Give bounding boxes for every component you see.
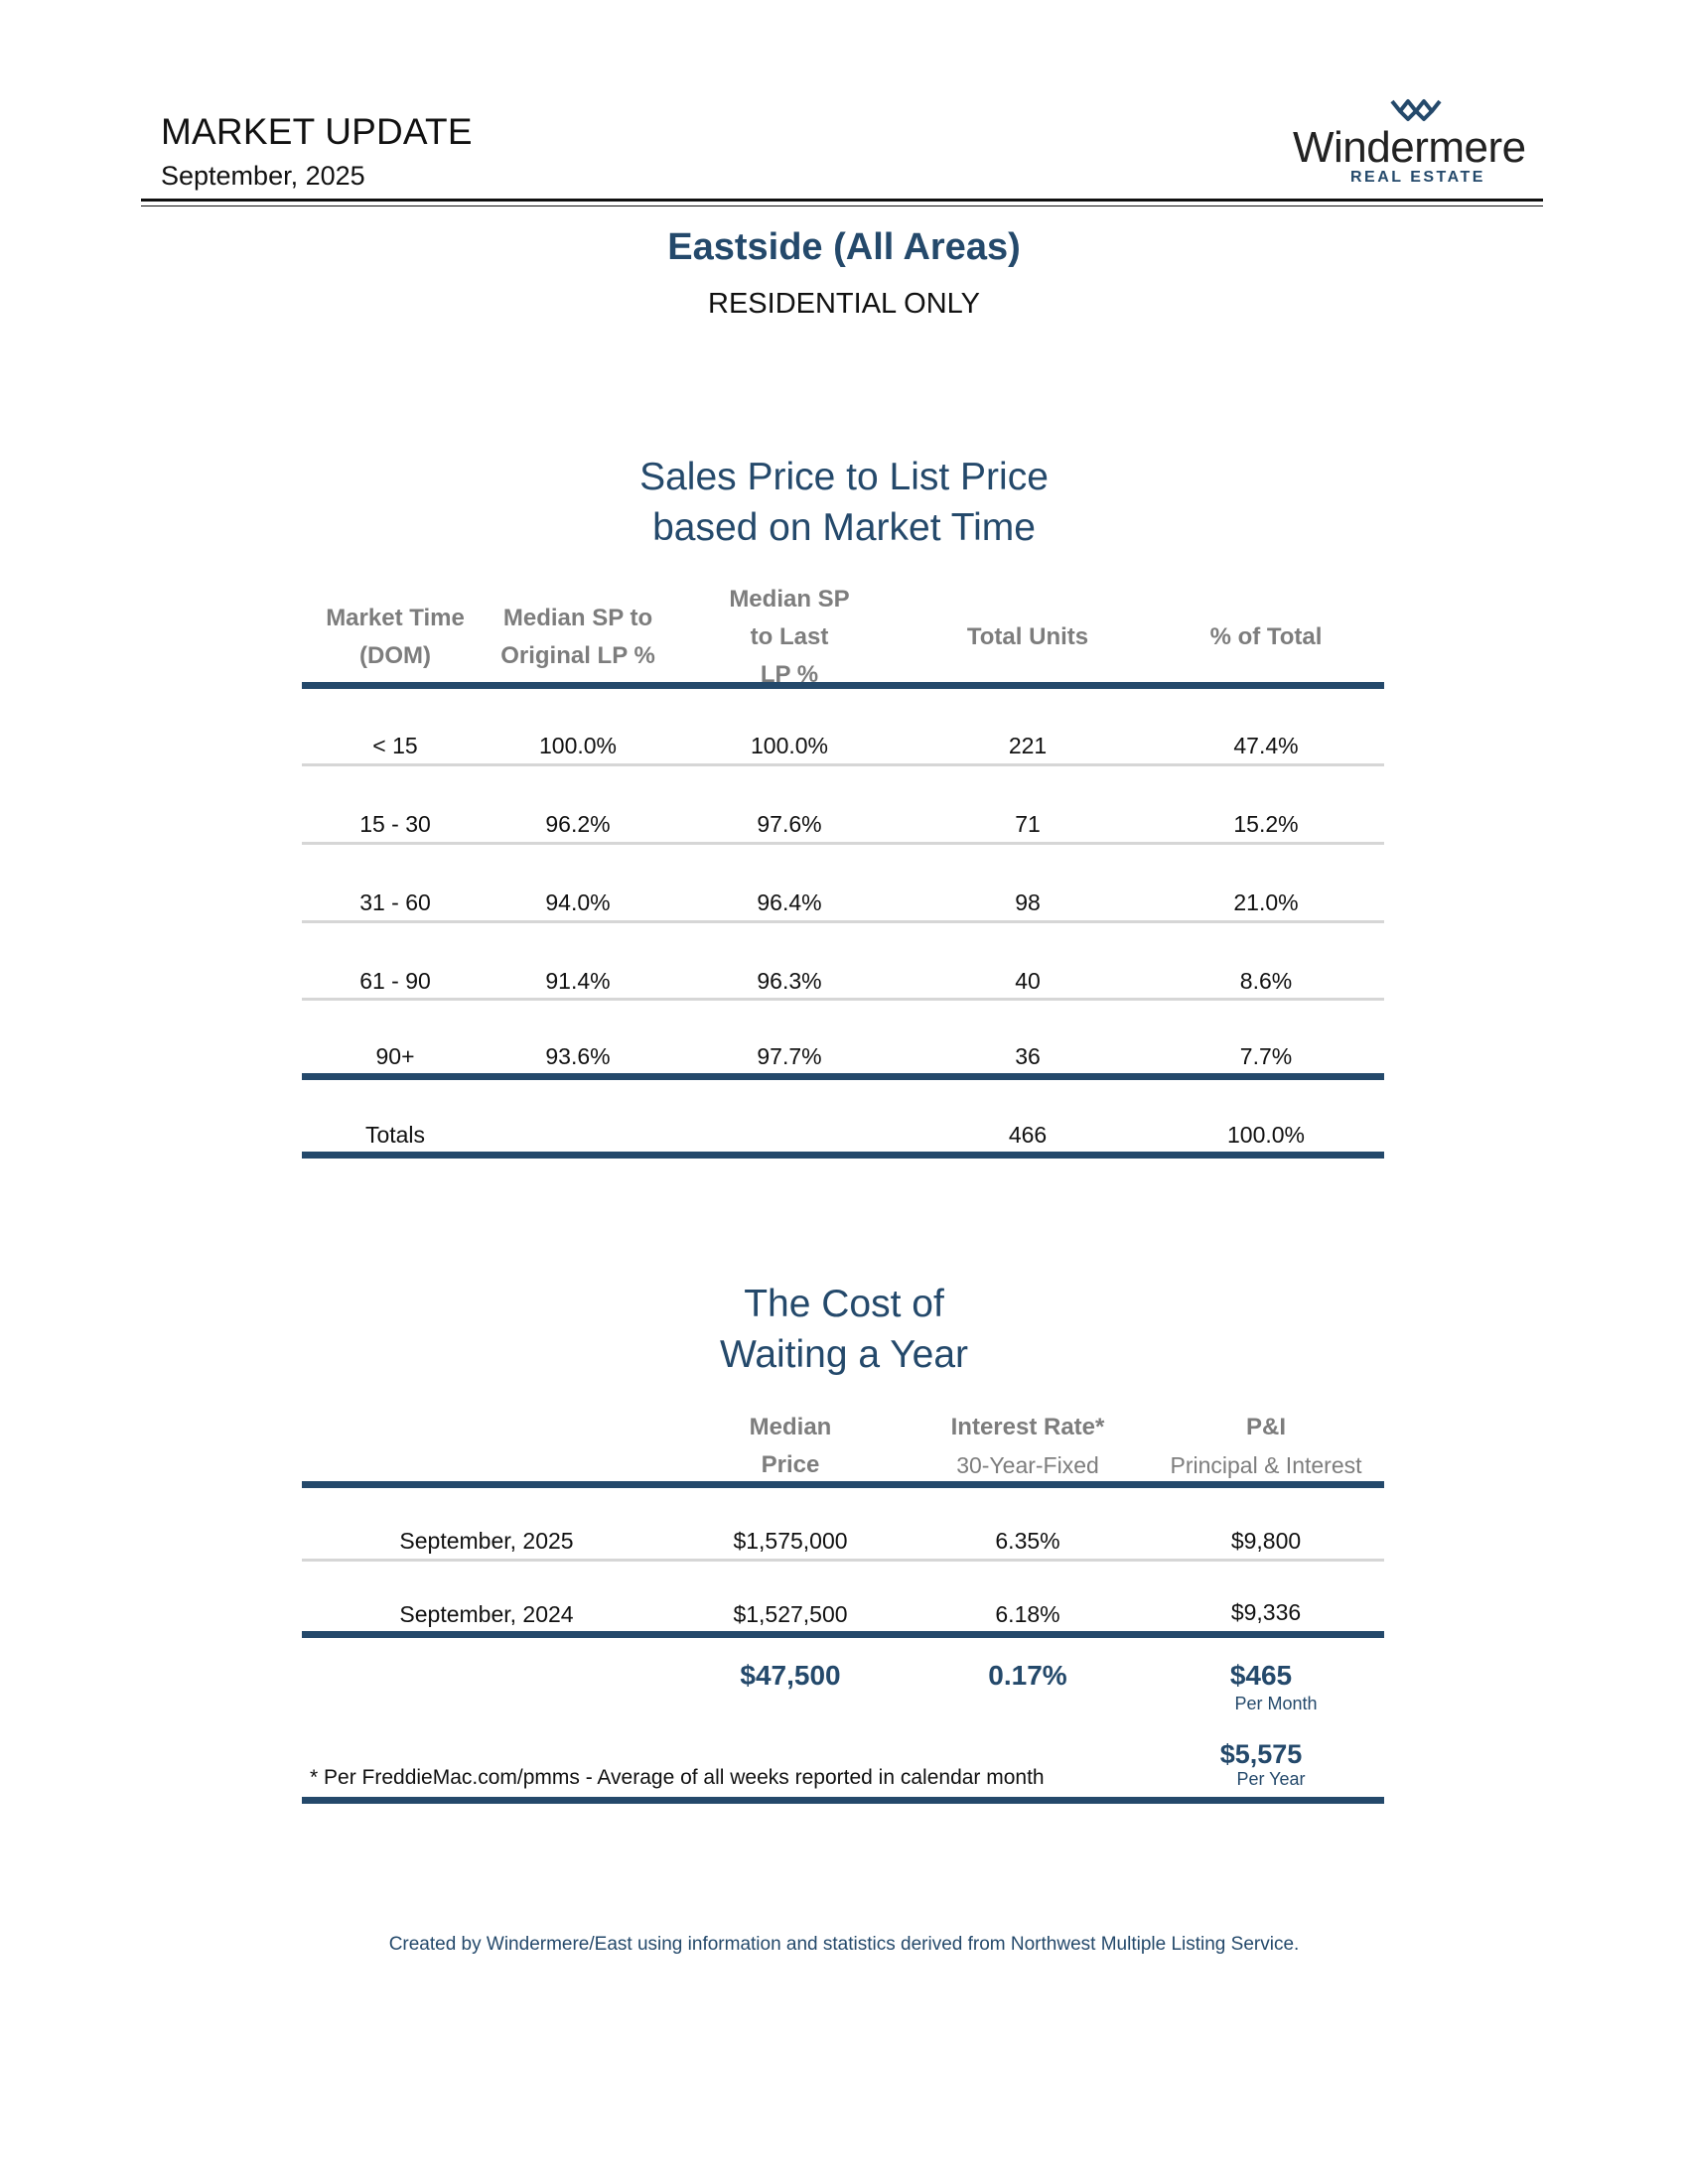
- header-sp-original-line2: Original LP %: [500, 642, 655, 669]
- per-year-label: Per Year: [1236, 1769, 1306, 1789]
- header-sp-last: Median SP to Last LP %: [697, 581, 882, 694]
- totals-divider-bar: [302, 1073, 1384, 1080]
- totals-label: Totals: [364, 1122, 426, 1148]
- row-divider: [302, 920, 1384, 923]
- cost-table-header-bar: [302, 1481, 1384, 1488]
- row-divider: [302, 1559, 1384, 1562]
- cell-pct: 7.7%: [1239, 1043, 1293, 1069]
- logo-subtitle: REAL ESTATE: [1350, 169, 1485, 186]
- row-divider: [302, 998, 1384, 1001]
- cell-units: 71: [1015, 811, 1041, 837]
- cost-table-title-line1: The Cost of: [744, 1283, 944, 1325]
- header-sp-original: Median SP to Original LP %: [489, 600, 667, 675]
- cell-sp-original: 94.0%: [545, 889, 611, 915]
- cell-period: September, 2024: [399, 1601, 574, 1627]
- header-sp-last-line2: to Last: [750, 623, 829, 650]
- cell-sp-last: 100.0%: [750, 733, 828, 758]
- header-median-price-line1: Median: [749, 1414, 832, 1440]
- cell-sp-original: 100.0%: [538, 733, 617, 758]
- cell-sp-original: 91.4%: [545, 968, 611, 994]
- credit-line: Created by Windermere/East using informa…: [388, 1934, 1300, 1955]
- header-sp-original-line1: Median SP to: [502, 605, 653, 631]
- difference-divider-bar: [302, 1631, 1384, 1638]
- header-median-price-line2: Price: [761, 1451, 820, 1478]
- sp-table-title-line1: Sales Price to List Price: [639, 456, 1049, 498]
- cell-pct: 15.2%: [1233, 811, 1299, 837]
- cell-units: 221: [1008, 733, 1048, 758]
- cell-pi: $9,336: [1230, 1599, 1302, 1625]
- header-interest-rate: Interest Rate* 30-Year-Fixed: [928, 1409, 1127, 1484]
- logo-wordmark: Windermere: [1293, 123, 1526, 172]
- area-title: Eastside (All Areas): [667, 226, 1021, 268]
- cell-units: 40: [1015, 968, 1041, 994]
- header-sp-last-line1: Median SP: [729, 586, 850, 613]
- report-date: September, 2025: [161, 161, 365, 191]
- cost-table-title: The Cost of Waiting a Year: [0, 1279, 1688, 1380]
- header-market-time-line1: Market Time: [326, 605, 465, 631]
- cell-units: 36: [1015, 1043, 1041, 1069]
- cell-pi: $9,800: [1230, 1528, 1302, 1554]
- windermere-logo-icon: [1390, 99, 1442, 121]
- header-market-time: Market Time (DOM): [302, 600, 489, 675]
- cell-sp-last: 96.4%: [757, 889, 822, 915]
- cell-units: 98: [1015, 889, 1041, 915]
- diff-pi-year: $5,575: [1219, 1739, 1303, 1769]
- cell-rate: 6.18%: [995, 1601, 1060, 1627]
- totals-units: 466: [1008, 1122, 1048, 1148]
- header-total-units: Total Units: [966, 623, 1089, 650]
- cost-table-title-line2: Waiting a Year: [719, 1333, 969, 1376]
- sp-table-header-bar: [302, 682, 1384, 689]
- header-pi-line2: Principal & Interest: [1170, 1452, 1362, 1478]
- header-market-time-line2: (DOM): [359, 642, 431, 669]
- row-divider: [302, 842, 1384, 845]
- cell-rate: 6.35%: [995, 1528, 1060, 1554]
- diff-price: $47,500: [740, 1660, 841, 1691]
- cell-dom: < 15: [372, 733, 418, 758]
- cell-sp-last: 97.7%: [757, 1043, 822, 1069]
- windermere-logo: Windermere REAL ESTATE: [1287, 95, 1545, 191]
- header-pct-total: % of Total: [1209, 623, 1323, 650]
- cell-sp-original: 93.6%: [545, 1043, 611, 1069]
- header-interest-rate-line2: 30-Year-Fixed: [956, 1452, 1099, 1478]
- sp-table-title: Sales Price to List Price based on Marke…: [0, 452, 1688, 553]
- per-month-label: Per Month: [1234, 1694, 1318, 1713]
- footnote: * Per FreddieMac.com/pmms - Average of a…: [310, 1766, 1045, 1789]
- cell-pct: 21.0%: [1233, 889, 1299, 915]
- cell-dom: 61 - 90: [359, 968, 431, 994]
- cell-sp-last: 96.3%: [757, 968, 822, 994]
- diff-rate: 0.17%: [988, 1660, 1067, 1691]
- header-pi: P&I Principal & Interest: [1157, 1409, 1375, 1484]
- cell-pct: 47.4%: [1233, 733, 1299, 758]
- cell-dom: 31 - 60: [359, 889, 431, 915]
- cell-dom: 90+: [375, 1043, 415, 1069]
- row-divider: [302, 763, 1384, 766]
- cell-price: $1,575,000: [733, 1528, 848, 1554]
- diff-pi-month: $465: [1229, 1660, 1293, 1691]
- header-pi-line1: P&I: [1245, 1414, 1286, 1440]
- header-interest-rate-line1: Interest Rate*: [950, 1414, 1105, 1440]
- sp-table-bottom-bar: [302, 1152, 1384, 1159]
- cell-price: $1,527,500: [733, 1601, 848, 1627]
- cell-sp-original: 96.2%: [545, 811, 611, 837]
- cell-dom: 15 - 30: [359, 811, 431, 837]
- area-subtitle: RESIDENTIAL ONLY: [708, 288, 980, 320]
- report-title: MARKET UPDATE: [161, 111, 473, 152]
- cell-pct: 8.6%: [1239, 968, 1293, 994]
- cell-period: September, 2025: [399, 1528, 574, 1554]
- header-median-price: Median Price: [691, 1409, 890, 1484]
- totals-pct: 100.0%: [1226, 1122, 1305, 1148]
- header-rule-thin: [141, 205, 1543, 206]
- sp-table-title-line2: based on Market Time: [652, 506, 1036, 549]
- cost-table-bottom-bar: [302, 1797, 1384, 1804]
- cell-sp-last: 97.6%: [757, 811, 822, 837]
- header-rule: [141, 199, 1543, 202]
